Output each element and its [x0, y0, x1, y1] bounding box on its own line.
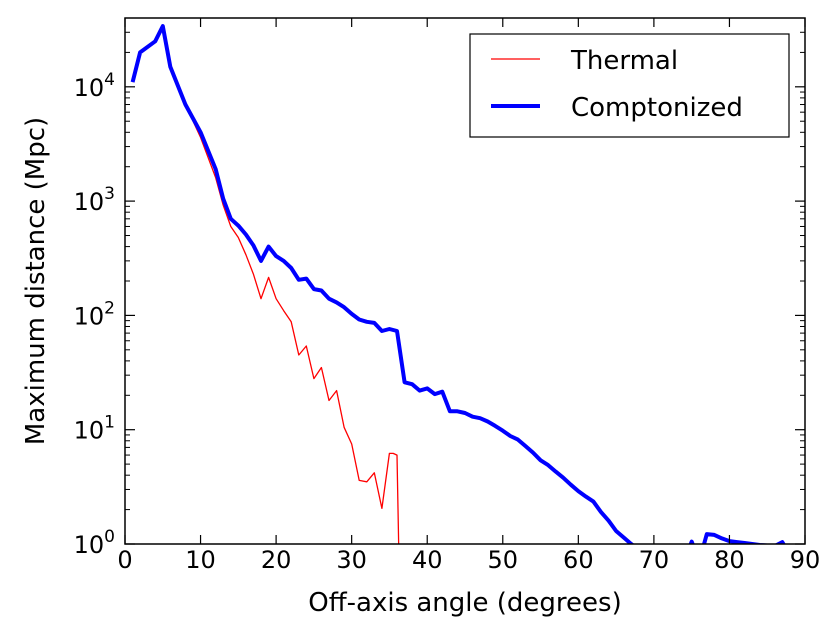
x-tick-label: 90	[790, 546, 821, 574]
x-tick-label: 40	[412, 546, 443, 574]
x-tick-label: 80	[714, 546, 745, 574]
y-tick-label: 103	[74, 184, 115, 216]
y-tick-label: 101	[74, 413, 115, 445]
series-line-thermal	[131, 25, 400, 544]
x-tick-label: 70	[639, 546, 670, 574]
plot-frame	[124, 17, 806, 545]
series-line-comptonized	[130, 24, 786, 544]
y-tick-label: 100	[74, 527, 115, 559]
x-tick-label: 10	[185, 546, 216, 574]
y-tick-label: 104	[74, 70, 115, 102]
x-tick-label: 60	[563, 546, 594, 574]
x-tick-label: 0	[117, 546, 132, 574]
legend: Thermal Comptonized	[469, 33, 790, 138]
y-axis-label: Maximum distance (Mpc)	[21, 117, 51, 445]
legend-frame	[469, 33, 790, 138]
ticks-layer: 0 10 20 30 40 50 60 70 80 90 100 101 102 103 104	[74, 17, 821, 574]
x-axis-label: Off-axis angle (degrees)	[308, 588, 621, 618]
series-layer	[130, 24, 786, 544]
x-tick-label: 50	[488, 546, 519, 574]
x-tick-label: 20	[261, 546, 292, 574]
legend-label-thermal: Thermal	[570, 46, 678, 76]
legend-label-comptonized: Comptonized	[571, 93, 743, 123]
x-tick-label: 30	[336, 546, 367, 574]
y-tick-label: 102	[74, 298, 115, 330]
